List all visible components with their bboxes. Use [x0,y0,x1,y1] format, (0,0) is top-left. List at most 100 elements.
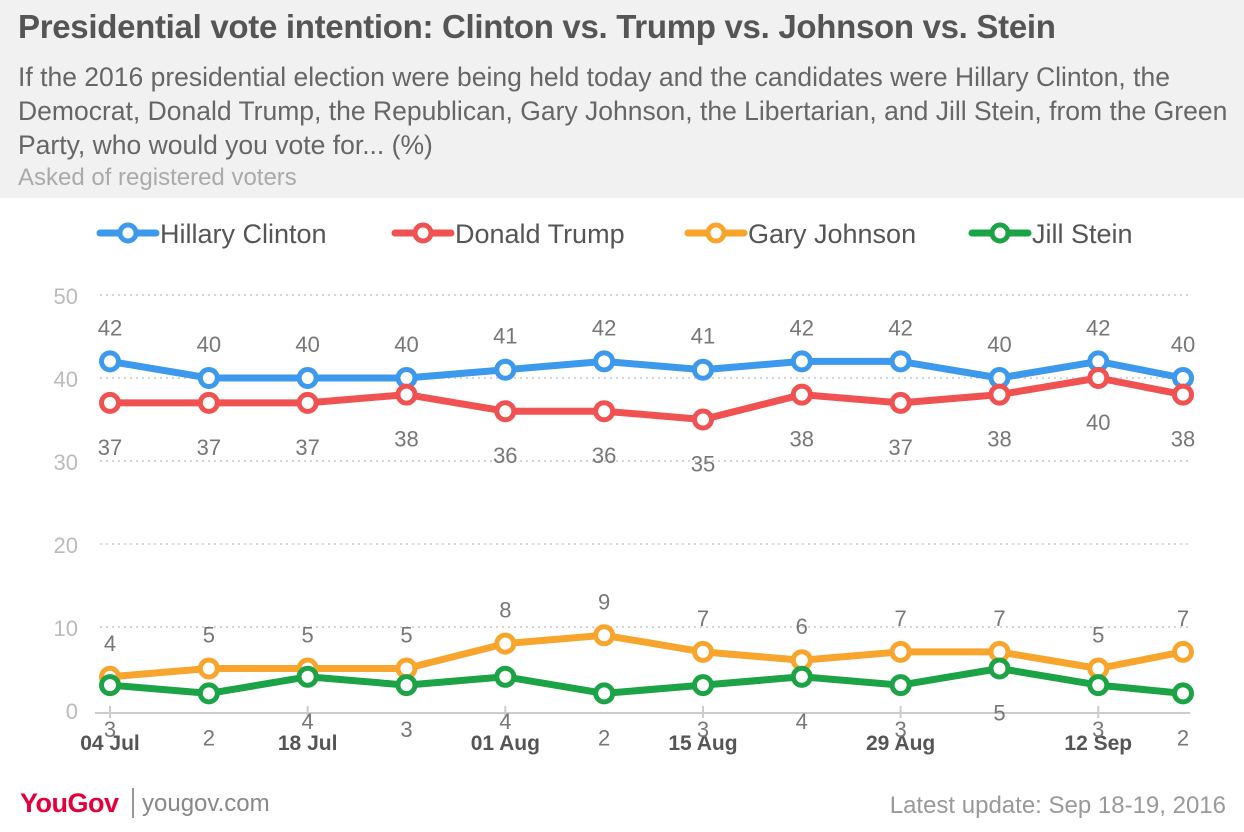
data-point [494,400,517,423]
header-band: Presidential vote intention: Clinton vs.… [0,0,1244,198]
legend-label: Gary Johnson [748,219,916,249]
data-label: 4 [302,709,314,734]
legend-label: Donald Trump [455,219,625,249]
legend-label: Jill Stein [1032,219,1133,249]
data-point [593,682,616,705]
data-label: 40 [1086,410,1110,435]
data-label: 40 [1171,332,1195,357]
data-label: 7 [993,606,1005,631]
data-label: 2 [1177,725,1189,750]
data-point [99,350,121,373]
footer-site-link[interactable]: yougov.com [142,790,270,817]
data-label: 4 [104,631,116,656]
data-label: 40 [394,332,418,357]
x-tick-label: 01 Aug [471,732,540,755]
data-point [889,674,912,697]
data-point [593,400,616,423]
y-tick-label: 20 [54,533,78,558]
data-label: 42 [592,315,616,340]
latest-update: Latest update: Sep 18-19, 2016 [889,792,1226,819]
y-tick-label: 0 [66,699,78,724]
data-label: 40 [987,332,1011,357]
y-tick-label: 40 [54,367,78,392]
data-label: 42 [790,315,814,340]
chart-title: Presidential vote intention: Clinton vs.… [18,8,1056,45]
legend-marker [989,222,1011,244]
data-label: 38 [1171,427,1195,452]
data-label: 40 [197,332,221,357]
data-label: 3 [697,717,709,742]
x-tick-label: 18 Jul [278,732,338,755]
legend-label: Hillary Clinton [160,219,327,249]
data-label: 5 [400,623,412,648]
data-point [790,383,813,406]
data-point [296,665,319,688]
data-label: 5 [203,623,215,648]
line-chart: 0 10 20 30 40 50 04 Jul 18 Jul 01 Aug 15 Aug 29 Au… [54,219,1196,755]
data-label: 37 [295,435,319,460]
x-tick-label: 12 Sep [1064,732,1132,755]
data-label: 2 [598,725,610,750]
data-point [691,358,714,381]
data-label: 42 [98,315,122,340]
data-label: 6 [796,614,808,639]
data-label: 9 [598,589,610,614]
data-point [99,391,121,414]
data-point [1087,674,1110,697]
data-point [197,391,220,414]
x-tick-label: 15 Aug [668,732,737,755]
data-point [1172,682,1194,705]
data-label: 37 [98,435,122,460]
data-label: 41 [493,324,517,349]
data-point [1172,383,1194,406]
x-tick-label: 29 Aug [866,732,935,755]
data-point [197,682,220,705]
data-point [790,665,813,688]
y-tick-label: 10 [54,616,78,641]
data-label: 8 [499,598,511,623]
y-tick-label: 30 [54,450,78,475]
data-point [691,640,714,663]
data-point [691,674,714,697]
data-point [988,383,1011,406]
data-point [494,632,517,655]
data-point [889,640,912,663]
data-point [889,391,912,414]
data-point [790,350,813,373]
data-label: 38 [987,427,1011,452]
data-label: 5 [302,623,314,648]
legend-marker [117,222,139,244]
series-line [106,357,1187,382]
data-label: 3 [1092,717,1104,742]
data-point [494,358,517,381]
data-label: 3 [104,717,116,742]
y-tick-label: 50 [54,284,78,309]
data-point [296,391,319,414]
data-label: 36 [493,443,517,468]
data-label: 3 [895,717,907,742]
data-label: 38 [790,427,814,452]
data-label: 7 [895,606,907,631]
series-line [106,374,1187,423]
yougov-logo: YouGov [20,788,119,818]
data-label: 41 [691,324,715,349]
legend-marker [705,222,727,244]
data-label: 37 [888,435,912,460]
data-point [889,350,912,373]
data-label: 7 [697,606,709,631]
data-label: 36 [592,443,616,468]
data-point [197,657,220,680]
footer-divider [132,788,134,818]
data-point [395,674,418,697]
data-point [691,408,714,431]
data-label: 37 [197,435,221,460]
data-label: 5 [1092,623,1104,648]
data-label: 3 [400,717,412,742]
data-label: 4 [499,709,511,734]
data-point [197,367,220,389]
x-tick-label: 04 Jul [80,732,140,755]
chart-subtitle: If the 2016 presidential election were b… [18,62,1228,160]
data-label: 42 [1086,315,1110,340]
data-label: 7 [1177,606,1189,631]
data-point [1087,367,1110,389]
